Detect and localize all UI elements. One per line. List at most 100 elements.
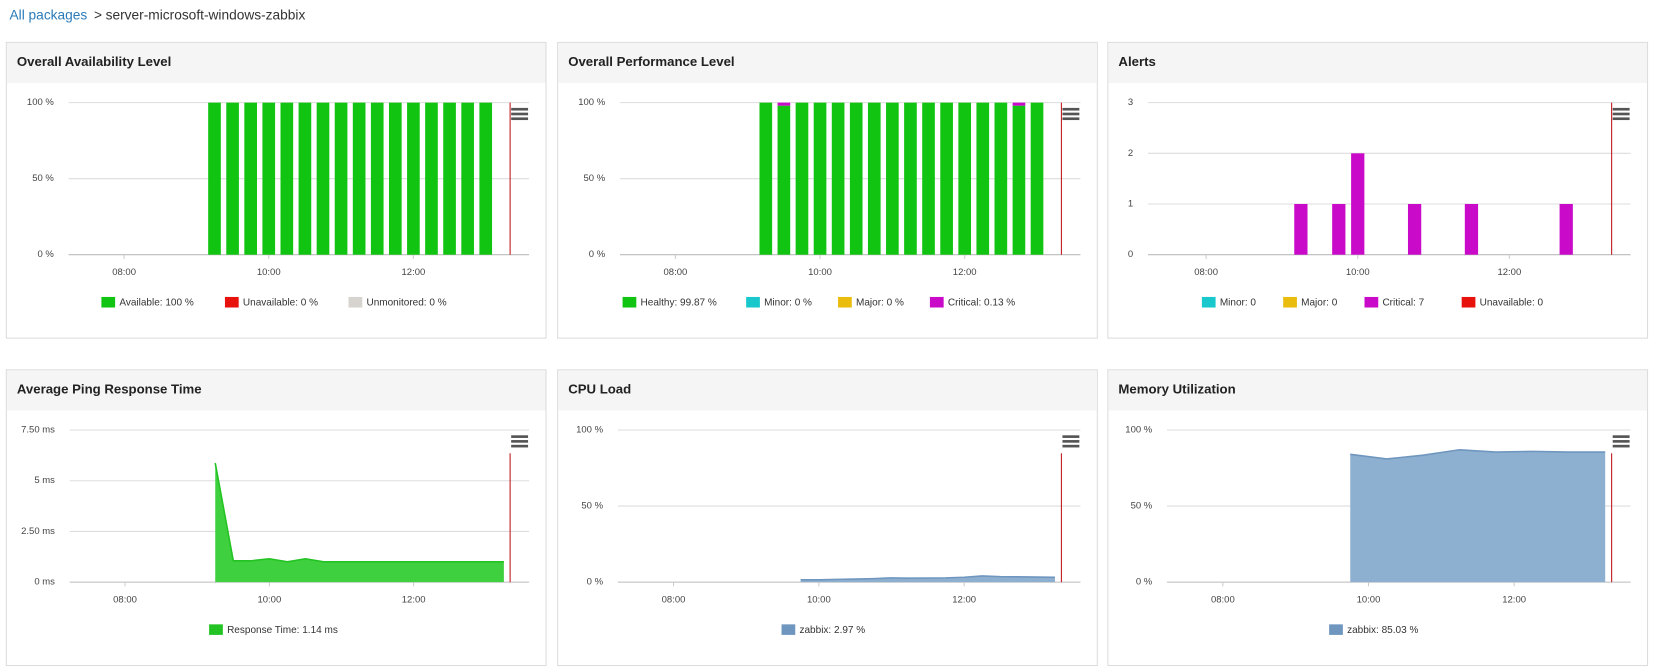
panel-header [1108, 370, 1648, 411]
bar-segment [298, 102, 312, 255]
menu-icon-bar[interactable] [511, 440, 529, 443]
menu-icon-bar[interactable] [1062, 440, 1080, 443]
x-tick-label: 12:00 [1502, 595, 1526, 606]
bar-segment [867, 102, 881, 255]
menu-icon-bar[interactable] [1612, 435, 1630, 438]
panel-header [6, 370, 546, 411]
legend-label[interactable]: Minor: 0 [1220, 297, 1257, 308]
menu-icon-bar[interactable] [511, 112, 529, 116]
menu-icon-bar[interactable] [1062, 444, 1080, 448]
legend-label[interactable]: Available: 100 % [119, 297, 194, 308]
x-tick-label: 10:00 [257, 267, 281, 278]
x-tick-label: 10:00 [808, 267, 832, 278]
panel-title: CPU Load [568, 381, 631, 396]
legend-swatch[interactable] [101, 296, 116, 308]
legend-swatch[interactable] [622, 296, 637, 308]
menu-icon-bar[interactable] [1062, 107, 1080, 111]
x-tick-label: 08:00 [1194, 267, 1218, 278]
legend-swatch[interactable] [1329, 624, 1343, 635]
y-tick-label: 100 % [576, 425, 603, 436]
y-tick-label: 50 % [581, 501, 603, 512]
bar-segment [280, 102, 294, 255]
x-tick-label: 10:00 [257, 595, 281, 606]
menu-icon-bar[interactable] [1612, 112, 1630, 116]
panel-header [6, 42, 546, 84]
breadcrumb-current: server-microsoft-windows-zabbix [106, 8, 306, 23]
legend-label[interactable]: Unmonitored: 0 % [366, 297, 446, 308]
legend-label[interactable]: Critical: 0.13 % [948, 297, 1015, 308]
legend-label[interactable]: Unavailable: 0 [1480, 297, 1544, 308]
line [800, 575, 1055, 581]
bar-segment [777, 105, 791, 255]
y-tick-label: 2 [1128, 148, 1133, 159]
legend-label[interactable]: Major: 0 [1301, 297, 1338, 308]
menu-icon-bar[interactable] [1612, 107, 1630, 111]
line [214, 462, 504, 563]
legend-swatch[interactable] [1364, 296, 1379, 308]
legend-label[interactable]: zabbix: 2.97 % [799, 625, 865, 636]
menu-icon-bar[interactable] [1062, 112, 1080, 116]
bar-segment [904, 102, 917, 255]
breadcrumb-link[interactable]: All packages [10, 8, 88, 23]
bar-segment [1012, 102, 1026, 106]
y-tick-label: 7.50 ms [21, 425, 55, 436]
menu-icon-bar[interactable] [1062, 117, 1080, 121]
x-tick-label: 12:00 [952, 595, 976, 606]
bar-segment [958, 102, 972, 255]
x-tick-label: 12:00 [402, 267, 426, 278]
panel-header [558, 42, 1097, 84]
panel-header [1108, 42, 1648, 84]
legend-label[interactable]: Major: 0 % [856, 297, 904, 308]
menu-icon-bar[interactable] [1612, 440, 1630, 443]
panel-header [558, 370, 1097, 411]
menu-icon-bar[interactable] [511, 435, 529, 438]
legend-label[interactable]: Critical: 7 [1382, 297, 1424, 308]
bar-segment [795, 102, 809, 255]
bar-segment [334, 102, 348, 255]
bar-segment [316, 102, 330, 255]
bar-segment [831, 102, 845, 255]
legend-swatch[interactable] [1283, 296, 1297, 308]
y-tick-label: 2.50 ms [21, 526, 55, 537]
legend-swatch[interactable] [348, 296, 363, 308]
y-tick-label: 1 [1128, 199, 1133, 210]
panel [557, 369, 1098, 667]
bar-segment [479, 102, 493, 255]
legend-swatch[interactable] [209, 624, 223, 635]
legend-swatch[interactable] [1201, 296, 1216, 308]
x-tick-label: 12:00 [402, 595, 426, 606]
x-tick-label: 08:00 [662, 595, 686, 606]
bar-segment [352, 102, 366, 255]
legend-label[interactable]: Minor: 0 % [764, 297, 812, 308]
legend-swatch[interactable] [781, 624, 796, 635]
legend-label[interactable]: Healthy: 99.87 % [641, 297, 717, 308]
bar-segment [370, 102, 384, 255]
legend-swatch[interactable] [838, 296, 852, 308]
legend-label[interactable]: Unavailable: 0 % [243, 297, 318, 308]
bar-segment [1407, 204, 1422, 255]
bar-segment [1559, 204, 1573, 255]
menu-icon-bar[interactable] [1062, 435, 1080, 438]
menu-icon-bar[interactable] [1612, 117, 1630, 121]
x-tick-label: 10:00 [807, 595, 831, 606]
menu-icon-bar[interactable] [511, 117, 529, 121]
legend-label[interactable]: Response Time: 1.14 ms [227, 625, 338, 636]
menu-icon-bar[interactable] [1612, 444, 1630, 448]
legend-swatch[interactable] [746, 296, 760, 308]
breadcrumb-separator: > [94, 8, 102, 23]
legend-swatch[interactable] [1461, 296, 1476, 308]
x-tick-label: 12:00 [953, 267, 977, 278]
line [1350, 448, 1606, 460]
area [215, 463, 504, 583]
y-tick-label: 0 % [1136, 577, 1153, 588]
menu-icon-bar[interactable] [511, 444, 529, 448]
menu-icon-bar[interactable] [511, 107, 529, 111]
panel [5, 41, 547, 339]
legend-label[interactable]: zabbix: 85.03 % [1347, 625, 1418, 636]
legend-swatch[interactable] [224, 296, 239, 308]
x-tick-label: 08:00 [113, 595, 137, 606]
bar-segment [208, 102, 221, 255]
legend-swatch[interactable] [929, 296, 944, 308]
y-tick-label: 3 [1128, 97, 1133, 108]
